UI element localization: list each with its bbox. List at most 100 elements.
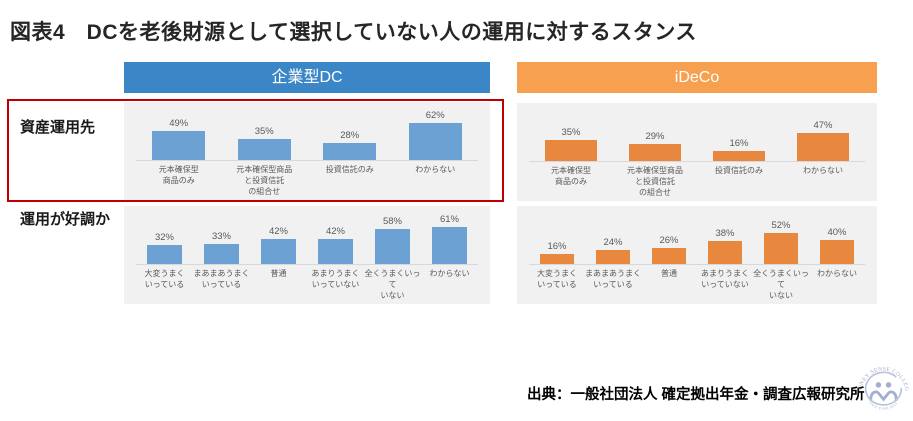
column-header-ideco: iDeCo [517,62,877,93]
bar-value-label: 33% [211,231,231,243]
bar-value-label: 26% [659,235,679,247]
bar-category-label: 大変うまく いっている [537,269,577,289]
bar [408,122,462,160]
category-labels-row: 元本確保型 商品のみ 元本確保型商品 と投資信託 の組合せ 投資信託のみ わからない [136,161,478,197]
bar-group: 28% [307,109,393,160]
bar [203,244,240,264]
bar-value-label: 35% [254,126,274,137]
bar-category-label: 元本確保型 商品のみ [551,166,591,186]
bar [146,244,183,264]
bar-value-label: 61% [439,214,459,226]
bar-value-label: 16% [729,138,749,150]
bar-group: 47% [781,110,865,161]
bar-value-label: 49% [169,117,189,129]
bar-value-label: 42% [268,225,288,237]
bar-group: 58% [364,213,421,264]
bar-value-label: 47% [813,119,833,131]
bar [544,140,598,161]
chart-corporate-dc-asset-destination: 49% 35% 28% 62% 元本確保型 商品のみ 元本確保型商品 と投資信託 の組合せ… [124,102,490,200]
red-highlight-box [7,99,504,202]
bar-category-label: 大変うまく いっている [144,269,185,289]
bar-group: 52% [753,213,809,264]
chart-ideco-asset-destination: 35% 29% 16% 47% 元本確保型 商品のみ 元本確保型商品 と投資信託 の組合せ… [517,103,877,201]
bar-value-label: 24% [603,236,623,248]
bar-group: 40% [809,213,865,264]
category-labels-row: 元本確保型 商品のみ 元本確保型商品 と投資信託 の組合せ 投資信託のみ わからない [529,162,865,198]
bar-category-label: あまりうまく いっていない [311,269,360,289]
row-label-performance: 運用が好調か [20,211,111,228]
bar-group: 35% [529,110,613,161]
bar [651,248,687,264]
bar-category-label: 普通 [270,269,287,278]
bar-category-label: わからない [429,269,470,278]
bar-category-label: あまりうまく いっていない [701,269,749,289]
source-text: 出典：一般社団法人 確定拠出年金・調査広報研究所 [527,387,865,403]
bar-group: 16% [529,213,585,264]
chart-corporate-dc-performance: 32% 33% 42% 42% 58% 61% 大変うまく いっている まあまあうまく いって… [124,206,490,304]
bar [317,238,354,264]
bar-group: 42% [250,213,307,264]
money-sense-college-logo: MONEY SENSE COLLEGE FACE YOUR SELF [855,363,909,411]
figure-title: 図表4 DCを老後財源として選択していない人の運用に対するスタンス [10,21,697,44]
bar-value-label: 62% [425,109,445,121]
bar-value-label: 35% [561,127,581,138]
bars-row: 35% 29% 16% 47% [529,110,865,162]
row-label-asset-destination: 資産運用先 [20,119,96,136]
bar [628,143,682,161]
bar [707,241,743,264]
bar-value-label: 42% [325,225,345,237]
bar-group: 32% [136,213,193,264]
bar [712,151,766,161]
bar-category-label: 普通 [661,269,677,278]
bar-group: 16% [697,110,781,161]
chart-ideco-performance: 16% 24% 26% 38% 52% 40% 大変うまく いっている まあまあうまく いって… [517,206,877,304]
bar-value-label: 38% [715,228,735,240]
bar-category-label: 投資信託のみ [715,166,763,175]
bar-category-label: 投資信託のみ [325,165,374,174]
bar-value-label: 32% [154,231,174,243]
bar [763,232,799,264]
bar-group: 29% [613,110,697,161]
category-labels-row: 大変うまく いっている まあまあうまく いっている 普通 あまりうまく いっていない全… [529,265,865,301]
bar-group: 61% [421,213,478,264]
bar-value-label: 52% [771,219,791,231]
bar-group: 49% [136,109,222,160]
bar-category-label: 元本確保型商品 と投資信託 の組合せ [236,165,293,196]
bar [595,249,631,264]
bar-value-label: 28% [340,130,360,142]
bar [431,227,468,264]
bar-group: 42% [307,213,364,264]
bar-category-label: 全くうまくいって いない [753,269,809,300]
bar-group: 33% [193,213,250,264]
bar-value-label: 58% [382,216,402,228]
svg-text:MONEY SENSE COLLEGE: MONEY SENSE COLLEGE [855,363,909,392]
bar-group: 35% [222,109,308,160]
bar [374,229,411,264]
bar-category-label: わからない [415,165,456,174]
bar-category-label: わからない [817,269,857,278]
bar-group: 62% [393,109,479,160]
bar [796,132,850,161]
bars-row: 16% 24% 26% 38% 52% 40% [529,213,865,265]
bar-category-label: まあまあうまく いっている [585,269,641,289]
bar-category-label: わからない [803,166,843,175]
logo-arc-top-text: MONEY SENSE COLLEGE [855,363,909,392]
bar-category-label: 元本確保型商品 と投資信託 の組合せ [627,166,683,197]
bar-group: 26% [641,213,697,264]
bar-value-label: 29% [645,130,665,142]
bar [539,254,575,264]
column-header-corporate-dc: 企業型DC [124,62,490,93]
bars-row: 49% 35% 28% 62% [136,109,478,161]
logo-emblem-figures [864,371,903,406]
bar [323,143,377,160]
bar [237,139,291,160]
bar [819,240,855,264]
bar-value-label: 40% [827,227,847,238]
bar-value-label: 16% [547,241,567,253]
category-labels-row: 大変うまく いっている まあまあうまく いっている 普通 あまりうまく いっていない全… [136,265,478,301]
bar [260,238,297,264]
bars-row: 32% 33% 42% 42% 58% 61% [136,213,478,265]
bar-category-label: 元本確保型 商品のみ [158,165,199,185]
bar-category-label: まあまあうまく いっている [193,269,250,289]
bar-category-label: 全くうまくいって いない [364,269,421,300]
